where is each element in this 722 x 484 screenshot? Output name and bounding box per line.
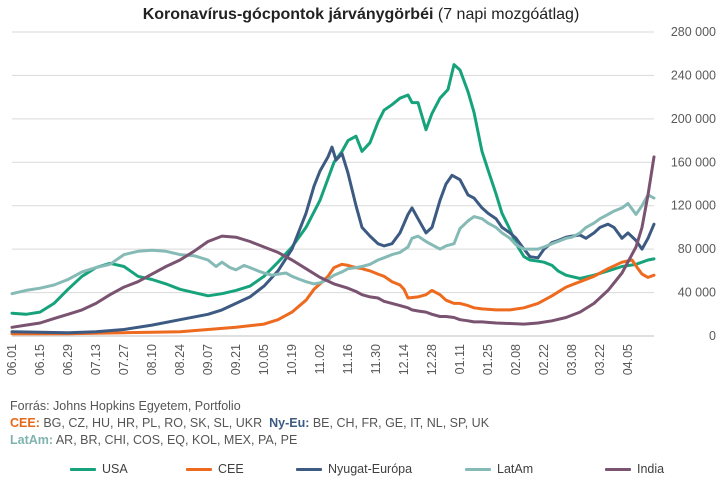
- x-tick-label: 02.22: [537, 344, 551, 375]
- legend-swatch: [605, 467, 631, 471]
- x-tick-label: 12.14: [397, 344, 411, 375]
- x-tick-label: 12.28: [425, 344, 439, 375]
- x-tick-label: 10.05: [257, 344, 271, 375]
- y-tick-label: 40 000: [678, 286, 716, 300]
- nyeu-label: Ny-Eu:: [269, 416, 310, 430]
- series-line-latam: [10, 193, 656, 296]
- legend-label: LatAm: [497, 462, 534, 476]
- x-tick-label: 11.16: [341, 344, 355, 374]
- legend-label: USA: [102, 462, 128, 476]
- x-tick-label: 08.10: [145, 344, 159, 375]
- chart-title: Koronavírus-gócpontok járványgörbéi (7 n…: [0, 6, 722, 24]
- x-tick-label: 04.05: [621, 344, 635, 375]
- legend-swatch: [465, 467, 491, 471]
- legend-item: USA: [70, 462, 128, 476]
- legend-item: India: [605, 462, 664, 476]
- chart-legend: USA CEE Nyugat-Európa LatAm India: [0, 462, 722, 480]
- legend-label: CEE: [218, 462, 244, 476]
- legend-item: Nyugat-Európa: [296, 462, 412, 476]
- latam-country-list: AR, BR, CHI, COS, EQ, KOL, MEX, PA, PE: [53, 433, 298, 447]
- x-axis-tick-labels: 06.01 06.15 06.29 07.13 07.27 08.10 08.24 09.07…: [5, 344, 635, 375]
- x-tick-label: 10.19: [285, 344, 299, 375]
- x-tick-label: 09.07: [201, 344, 215, 375]
- legend-label: India: [637, 462, 665, 476]
- x-tick-label: 11.02: [313, 344, 327, 374]
- x-tick-label: 01.25: [481, 344, 495, 375]
- cee-label: CEE:: [10, 416, 40, 430]
- x-tick-label: 06.01: [5, 344, 19, 375]
- series-lines: [10, 63, 656, 336]
- x-tick-label: 06.29: [61, 344, 75, 375]
- y-tick-label: 80 000: [678, 242, 716, 256]
- y-tick-label: 0: [709, 329, 716, 343]
- cee-country-list: BG, CZ, HU, HR, PL, RO, SK, SL, UKR: [39, 416, 263, 430]
- x-tick-label: 09.21: [229, 344, 243, 375]
- x-tick-label: 07.13: [89, 344, 103, 375]
- x-tick-label: 06.15: [33, 344, 47, 375]
- series-line-nyugat-eur-pa: [10, 145, 656, 335]
- x-tick-label: 07.27: [117, 344, 131, 375]
- y-tick-label: 120 000: [671, 199, 716, 213]
- x-tick-label: 03.08: [565, 344, 579, 375]
- y-tick-label: 160 000: [671, 155, 716, 169]
- legend-swatch: [70, 467, 96, 471]
- group-definitions-note: CEE: BG, CZ, HU, HR, PL, RO, SK, SL, UKR…: [10, 416, 489, 430]
- y-tick-label: 240 000: [671, 68, 716, 82]
- source-note: Forrás: Johns Hopkins Egyetem, Portfolio: [10, 399, 241, 413]
- legend-item: LatAm: [465, 462, 533, 476]
- legend-item: CEE: [186, 462, 244, 476]
- chart-title-bold: Koronavírus-gócpontok járványgörbéi: [142, 6, 434, 23]
- x-tick-label: 02.08: [509, 344, 523, 375]
- latam-definition-note: LatAm: AR, BR, CHI, COS, EQ, KOL, MEX, P…: [10, 433, 297, 447]
- series-line-usa: [10, 63, 656, 316]
- series-line-cee: [10, 258, 656, 336]
- x-tick-label: 11.30: [369, 344, 383, 374]
- nyeu-country-list: BE, CH, FR, GE, IT, NL, SP, UK: [309, 416, 490, 430]
- latam-label: LatAm:: [10, 433, 54, 447]
- x-tick-label: 01.11: [453, 344, 467, 374]
- line-chart: 0 40 000 80 000 120 000 160 000 200 000 240 00…: [5, 25, 716, 375]
- series-line-india: [10, 155, 656, 329]
- gridlines: [12, 31, 654, 337]
- y-axis-tick-labels: 0 40 000 80 000 120 000 160 000 200 000 240 00…: [671, 25, 716, 343]
- chart-title-rest: (7 napi mozgóátlag): [433, 6, 580, 23]
- legend-label: Nyugat-Európa: [328, 462, 413, 476]
- y-tick-label: 200 000: [671, 112, 716, 126]
- x-tick-label: 03.22: [593, 344, 607, 375]
- legend-swatch: [296, 467, 322, 471]
- x-tick-label: 08.24: [173, 344, 187, 375]
- legend-swatch: [186, 467, 212, 471]
- source-text: Forrás: Johns Hopkins Egyetem, Portfolio: [10, 399, 241, 413]
- y-tick-label: 280 000: [671, 25, 716, 39]
